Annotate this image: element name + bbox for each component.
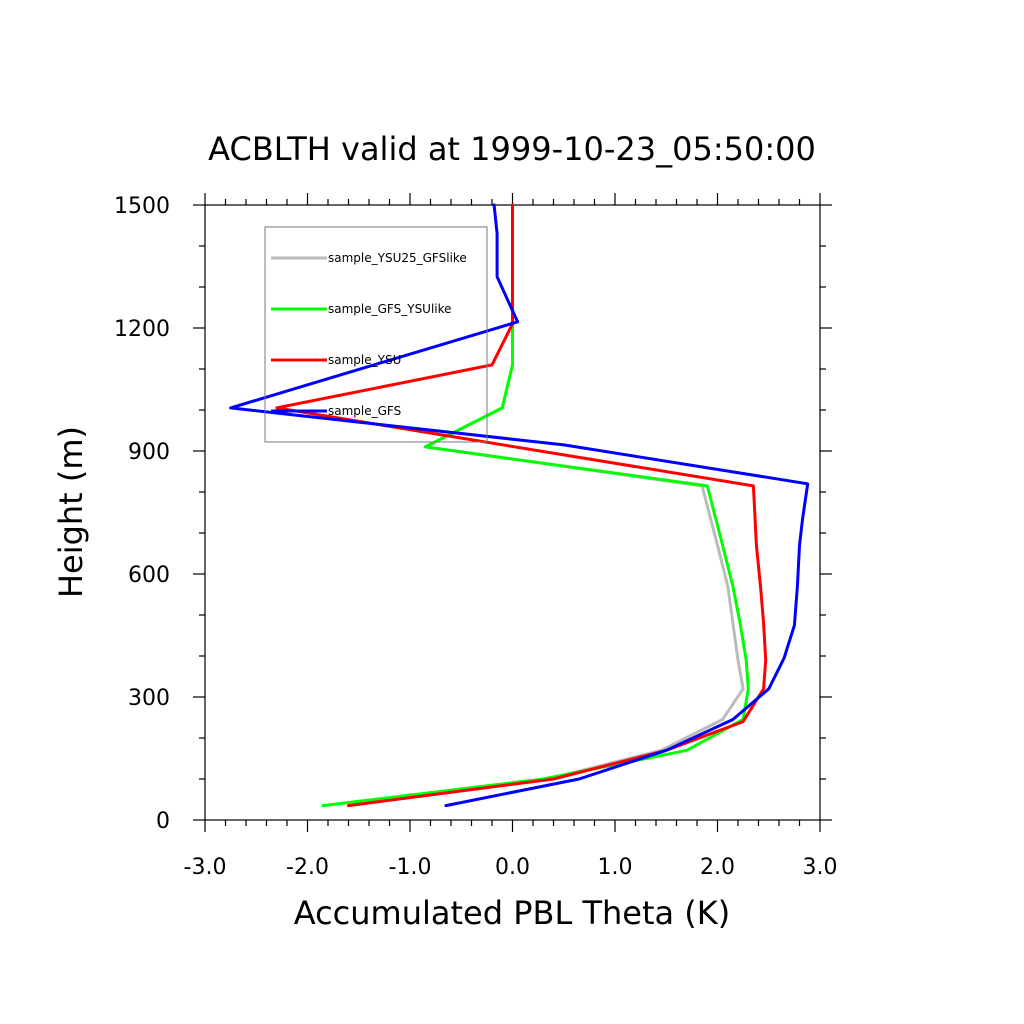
y-tick-label: 0 bbox=[156, 809, 170, 834]
legend-box bbox=[264, 226, 488, 443]
y-tick-label: 900 bbox=[128, 440, 170, 465]
legend-label-sample-gfs-ysulike: sample_GFS_YSUlike bbox=[328, 302, 452, 316]
y-tick-label: 300 bbox=[128, 686, 170, 711]
series-line-sample-ysu25-gfslike bbox=[347, 203, 745, 808]
series-layer bbox=[229, 203, 810, 808]
legend-label-sample-ysu: sample_YSU bbox=[328, 353, 401, 367]
y-axis-label: Height (m) bbox=[52, 426, 90, 598]
series-line-sample-gfs-ysulike bbox=[321, 203, 750, 808]
x-tick-label: -1.0 bbox=[389, 855, 432, 880]
legend-label-sample-ysu25-gfslike: sample_YSU25_GFSlike bbox=[328, 251, 467, 265]
y-axis: 0 300 600 900 1200 1500 bbox=[114, 194, 832, 834]
legend-label-sample-gfs: sample_GFS bbox=[328, 404, 401, 418]
x-axis: -3.0 -2.0 -1.0 0.0 1.0 2.0 3.0 bbox=[184, 193, 838, 880]
x-axis-label: Accumulated PBL Theta (K) bbox=[294, 894, 731, 932]
x-tick-label: 1.0 bbox=[598, 855, 633, 880]
x-tick-label: 2.0 bbox=[700, 855, 735, 880]
y-tick-label: 1500 bbox=[114, 194, 170, 219]
series-line-sample-gfs bbox=[229, 203, 810, 808]
series-line-sample-ysu bbox=[275, 203, 768, 808]
legend: sample_YSU25_GFSlike sample_GFS_YSUlikesa… bbox=[264, 226, 488, 443]
y-tick-label: 600 bbox=[128, 563, 170, 588]
x-tick-label: 0.0 bbox=[495, 855, 530, 880]
x-tick-label: -3.0 bbox=[184, 855, 227, 880]
x-tick-label: -2.0 bbox=[286, 855, 329, 880]
x-tick-label: 3.0 bbox=[803, 855, 838, 880]
chart-title: ACBLTH valid at 1999-10-23_05:50:00 bbox=[208, 130, 816, 168]
y-tick-label: 1200 bbox=[114, 317, 170, 342]
